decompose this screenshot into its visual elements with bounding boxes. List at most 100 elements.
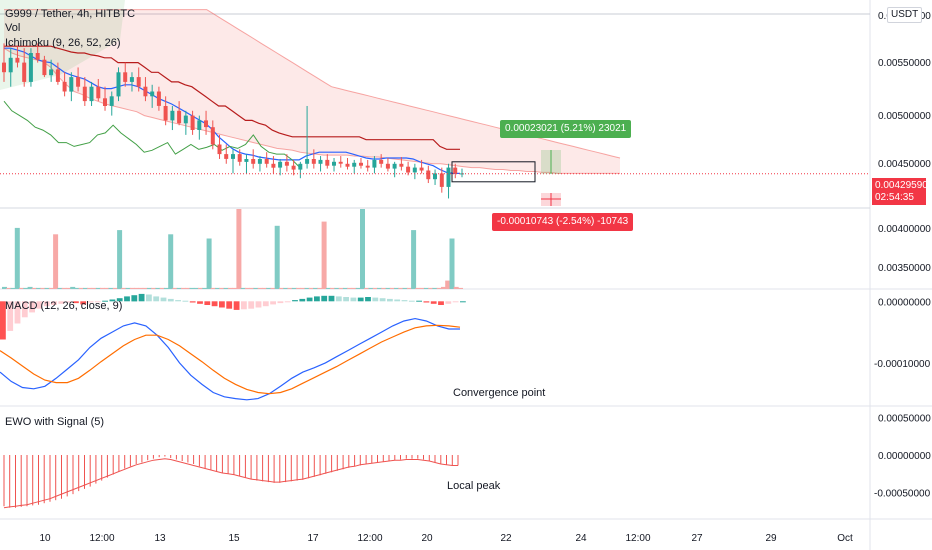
candle-body <box>197 120 202 130</box>
ewo-axis-tick: -0.00050000 <box>874 489 931 500</box>
price-axis-tick: 0.00400000 <box>878 224 931 235</box>
macd-histogram-bar <box>138 293 145 302</box>
volume-bar <box>325 287 331 289</box>
macd-histogram-bar <box>29 301 35 313</box>
macd-histogram-bar <box>430 301 437 304</box>
vol-legend[interactable]: Vol <box>5 22 21 34</box>
time-axis-tick: 13 <box>154 533 166 544</box>
volume-bar <box>381 287 387 289</box>
candle-body <box>251 159 256 164</box>
macd-histogram-bar <box>116 298 123 302</box>
bar-countdown: 02:54:35 <box>875 192 914 203</box>
candle-body <box>244 159 249 162</box>
macd-histogram-bar <box>102 300 108 302</box>
macd-histogram-bar <box>438 301 444 305</box>
macd-legend[interactable]: MACD (12, 26, close, 9) <box>5 300 123 312</box>
volume-bar <box>95 287 101 289</box>
candle-body <box>305 159 310 164</box>
volume-bar <box>240 287 246 289</box>
currency-label: USDT <box>891 9 919 20</box>
volume-bar <box>176 287 182 289</box>
volume-bar <box>441 286 446 289</box>
volume-bar <box>151 287 157 289</box>
volume-bar <box>189 287 195 289</box>
local-peak-annotation: Local peak <box>447 480 501 492</box>
macd-histogram-bar <box>51 301 57 305</box>
time-axis-tick: 22 <box>500 533 512 544</box>
volume-bar <box>53 234 59 289</box>
ewo-legend[interactable]: EWO with Signal (5) <box>5 416 105 428</box>
candle-body <box>15 57 20 63</box>
volume-bar <box>342 287 348 289</box>
candle-body <box>406 166 411 173</box>
volume-bar <box>423 287 429 289</box>
candle-body <box>433 173 437 180</box>
macd-histogram-bar <box>299 298 306 302</box>
candle-body <box>35 53 40 60</box>
volume-bar <box>129 287 135 289</box>
candle-body <box>156 91 161 106</box>
currency-badge[interactable]: USDT <box>887 7 923 23</box>
macd-histogram-bar <box>233 301 240 310</box>
candle-body <box>76 77 81 87</box>
volume-bar <box>206 238 212 289</box>
macd-axis-tick: -0.00010000 <box>874 359 931 370</box>
loss-label: -0.00010743 (-2.54%) -10743 <box>492 213 634 231</box>
candle-body <box>392 163 397 169</box>
volume-bar <box>155 287 161 289</box>
volume-bar <box>368 287 374 289</box>
volume-bar <box>347 287 353 289</box>
macd-histogram-bar <box>211 301 218 307</box>
ichimoku-cloud <box>4 9 620 174</box>
ichimoku-legend[interactable]: Ichimoku (9, 26, 52, 26) <box>5 37 121 49</box>
candle-body <box>143 86 148 97</box>
symbol-title[interactable]: G999 / Tether, 4h, HITBTC <box>5 8 136 20</box>
volume-bar <box>389 287 395 289</box>
macd-histogram-bar <box>365 297 371 302</box>
candle-body <box>217 144 222 155</box>
volume-bar <box>385 287 391 289</box>
macd-histogram-bar <box>204 301 211 305</box>
volume-bar <box>351 287 357 289</box>
candle-body <box>379 159 384 164</box>
volume-bar <box>36 287 42 289</box>
volume-bar <box>215 287 221 289</box>
macd-histogram-bar <box>241 301 247 310</box>
macd-histogram-bar <box>189 301 196 303</box>
volume-bar <box>23 287 29 289</box>
candle-body <box>123 72 128 82</box>
volume-bar <box>193 287 199 289</box>
candle-body <box>284 161 289 166</box>
candle-body <box>278 161 283 168</box>
macd-histogram-bar <box>124 296 130 302</box>
volume-bar <box>394 287 400 289</box>
candle-body <box>372 159 377 168</box>
time-axis-tick: 12:00 <box>89 533 114 544</box>
time-axis-tick: 17 <box>307 533 319 544</box>
macd-histogram-bar <box>36 301 43 309</box>
macd-histogram-bar <box>248 301 255 309</box>
macd-histogram-bar <box>167 298 174 302</box>
candle-body <box>224 154 229 159</box>
volume-bar <box>78 287 84 289</box>
candle-body <box>55 69 60 82</box>
volume-bar <box>104 287 110 289</box>
candle-body <box>22 62 27 82</box>
candle-body <box>231 154 235 159</box>
volume-bar <box>117 230 123 289</box>
volume-bar <box>40 287 46 289</box>
candle-body <box>399 163 404 167</box>
volume-bar <box>181 287 186 289</box>
time-axis-tick: Oct <box>837 533 853 544</box>
time-axis-tick: 12:00 <box>357 533 382 544</box>
candle-body <box>49 69 54 76</box>
volume-bar <box>406 287 412 289</box>
macd-histogram-bar <box>277 301 284 304</box>
volume-bar <box>70 286 76 289</box>
candle-body <box>298 163 303 170</box>
macd-histogram-bar <box>394 299 401 302</box>
macd-histogram-bar <box>153 296 160 302</box>
volume-bar <box>449 238 455 289</box>
